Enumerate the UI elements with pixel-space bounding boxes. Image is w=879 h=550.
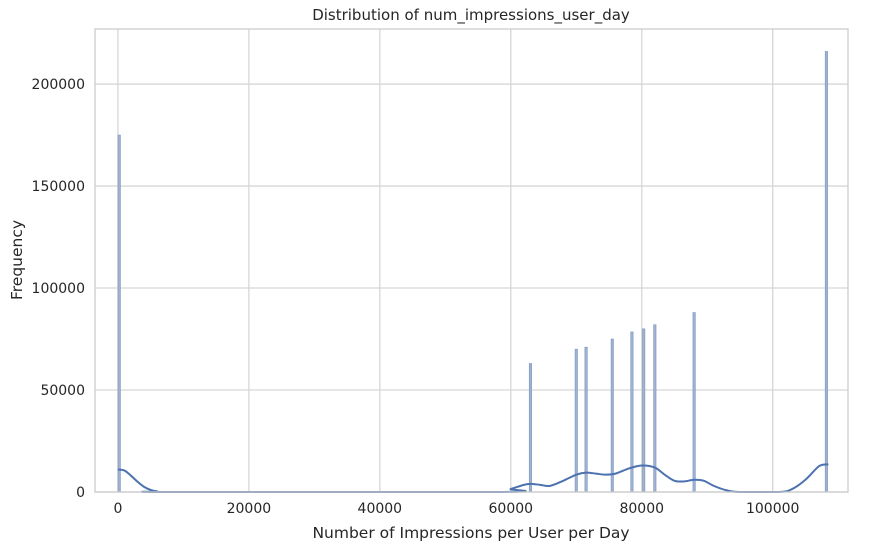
grid-lines (95, 29, 848, 493)
x-tick-label-1: 20000 (227, 501, 272, 517)
histogram-bar-9 (824, 51, 828, 493)
x-tick-labels: 0 20000 40000 60000 80000 100000 (113, 501, 799, 517)
y-tick-label-3: 150000 (32, 179, 85, 195)
histogram-bars (117, 51, 828, 493)
y-axis-label: Frequency (8, 220, 26, 300)
x-axis-label: Number of Impressions per User per Day (312, 524, 629, 542)
histogram-bar-8 (692, 312, 696, 493)
y-tick-label-2: 100000 (32, 281, 85, 297)
x-tick-label-4: 80000 (619, 501, 664, 517)
x-tick-label-3: 60000 (489, 501, 534, 517)
histogram-bar-0 (117, 134, 121, 493)
x-tick-label-5: 100000 (746, 501, 799, 517)
y-tick-label-0: 0 (76, 485, 85, 501)
histogram-bar-6 (642, 328, 646, 493)
chart-title: Distribution of num_impressions_user_day (312, 6, 630, 25)
y-tick-label-1: 50000 (40, 383, 85, 399)
kde-curve (117, 463, 829, 494)
x-tick-label-2: 40000 (358, 501, 403, 517)
histogram-bar-2 (574, 348, 578, 493)
x-tick-label-0: 0 (113, 501, 122, 517)
kde-curve-layer (117, 463, 829, 494)
y-tick-label-4: 200000 (32, 77, 85, 93)
histogram-bar-4 (610, 338, 614, 493)
histogram-bar-3 (584, 346, 588, 493)
histogram-bar-1 (528, 363, 532, 493)
y-tick-labels: 0 50000 100000 150000 200000 (32, 77, 85, 501)
plot-frame (94, 28, 849, 493)
